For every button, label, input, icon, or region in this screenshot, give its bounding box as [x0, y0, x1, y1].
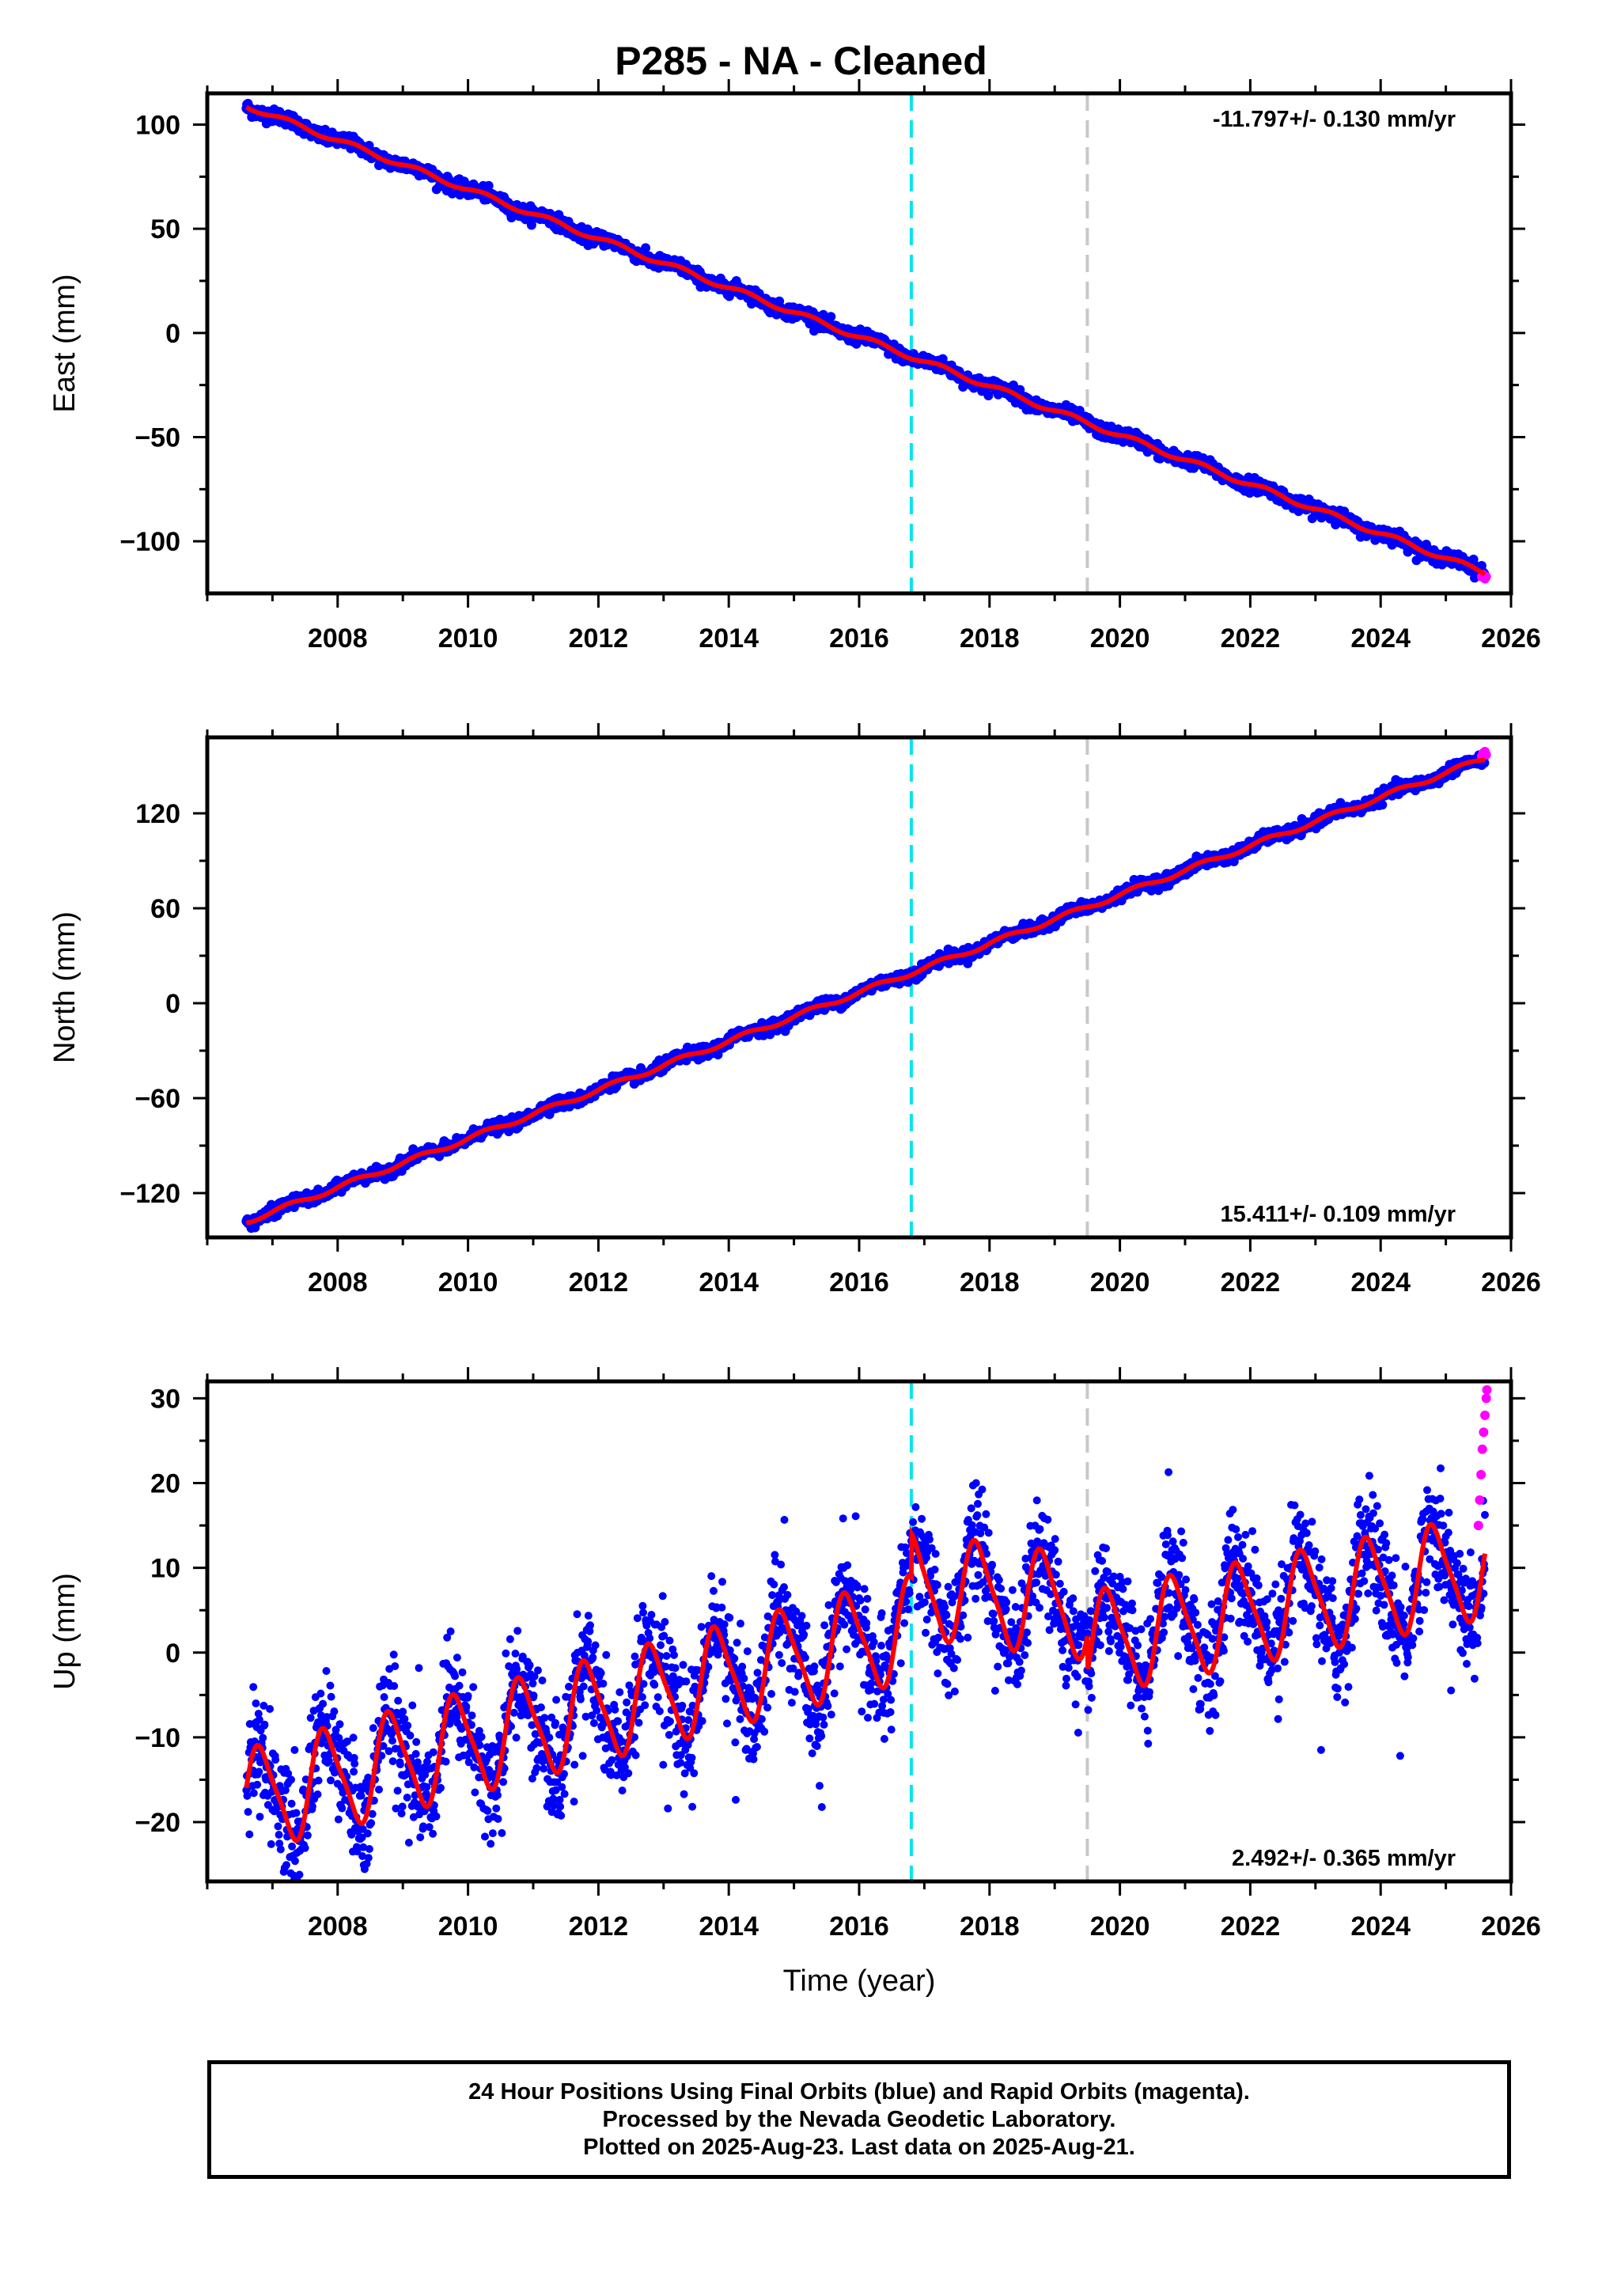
x-tick-label: 2016: [829, 623, 889, 654]
data-point: [350, 1767, 358, 1776]
rate-label: -11.797+/- 0.130 mm/yr: [1213, 107, 1456, 132]
data-point: [275, 1831, 283, 1839]
data-point: [288, 1842, 297, 1851]
data-point: [249, 1789, 258, 1798]
data-point: [274, 1822, 282, 1831]
data-point: [291, 1857, 299, 1866]
data-point: [308, 1802, 316, 1811]
data-point: [1377, 800, 1388, 810]
y-tick-label: −120: [119, 1179, 180, 1209]
x-tick-label: 2024: [1350, 1267, 1411, 1298]
x-tick-label: 2010: [438, 1267, 498, 1298]
data-point: [271, 1756, 280, 1764]
data-point: [319, 1699, 328, 1708]
data-point: [322, 1667, 331, 1675]
data-point: [306, 1714, 315, 1722]
chart-canvas: 2008 2010 2012 2014 2016 2018 2020 2022 2024 2026…: [48, 79, 1541, 1998]
x-tick-label: 2014: [699, 1267, 759, 1298]
data-point: [260, 1720, 269, 1729]
data-point: [826, 312, 836, 322]
data-point: [334, 1815, 343, 1824]
plot-area: [242, 1381, 1492, 1881]
data-point: [335, 1720, 344, 1729]
data-point: [327, 1776, 335, 1785]
data-point: [244, 1808, 252, 1817]
x-tick-label: 2014: [699, 623, 759, 654]
data-point: [983, 391, 994, 400]
x-tick-label: 2018: [960, 1267, 1020, 1298]
data-point: [316, 1689, 325, 1698]
panel-up: 2008 2010 2012 2014 2016 2018 2020 2022 2024 2026…: [48, 1367, 1541, 1998]
data-point: [290, 1745, 299, 1754]
data-point: [287, 1799, 296, 1808]
y-tick-label: −100: [119, 527, 180, 557]
data-point: [249, 1683, 258, 1692]
data-point: [267, 1839, 275, 1848]
x-tick-label: 2020: [1090, 1267, 1150, 1298]
data-point: [641, 243, 651, 253]
y-tick-label: −60: [134, 1084, 180, 1114]
final-orbit-points: [242, 1464, 1489, 1881]
data-point: [292, 1809, 301, 1817]
x-tick-label: 2022: [1221, 623, 1281, 654]
x-tick-label: 2026: [1481, 623, 1541, 654]
y-tick-label: −50: [134, 423, 180, 453]
data-point: [256, 1813, 264, 1821]
x-tick-label: 2012: [569, 623, 629, 654]
page-title: P285 - NA - Cleaned: [615, 39, 987, 83]
data-point: [287, 1775, 295, 1784]
y-tick-label: 120: [135, 799, 180, 829]
data-point: [350, 1760, 359, 1768]
y-axis-label: East (mm): [48, 274, 81, 412]
x-tick-label: 2012: [569, 1267, 629, 1298]
data-point: [282, 1861, 290, 1870]
y-axis-label: North (mm): [48, 911, 81, 1063]
y-tick-label: 100: [135, 111, 180, 141]
final-orbit-points: [241, 750, 1490, 1233]
data-point: [327, 1692, 335, 1701]
x-tick-label: 2026: [1481, 1267, 1541, 1298]
rate-label: 15.411+/- 0.109 mm/yr: [1221, 1202, 1456, 1227]
data-point: [314, 1776, 323, 1785]
data-point: [266, 1705, 275, 1713]
x-tick-label: 2020: [1090, 623, 1150, 654]
data-point: [295, 1870, 304, 1879]
data-point: [349, 1733, 358, 1742]
panel-north: 2008 2010 2012 2014 2016 2018 2020 2022 2024 2026…: [48, 723, 1541, 1298]
x-tick-label: 2010: [438, 623, 498, 654]
x-tick-label: 2024: [1350, 623, 1411, 654]
data-point: [338, 1804, 347, 1813]
data-point: [303, 1831, 312, 1839]
data-point: [330, 1707, 339, 1716]
data-point: [483, 180, 494, 191]
data-point: [276, 1845, 285, 1854]
x-tick-label: 2008: [308, 623, 368, 654]
y-tick-label: 0: [165, 319, 180, 349]
plot-area: [241, 737, 1491, 1237]
data-point: [313, 1790, 322, 1798]
data-point: [245, 1830, 254, 1839]
x-tick-label: 2008: [308, 1267, 368, 1298]
model-fit-line: [245, 104, 1486, 577]
y-tick-label: 0: [165, 989, 180, 1019]
data-point: [252, 1699, 260, 1707]
data-point: [253, 1780, 262, 1789]
data-point: [301, 1843, 309, 1852]
panel-east: 2008 2010 2012 2014 2016 2018 2020 2022 2024 2026…: [48, 79, 1541, 654]
x-tick-label: 2016: [829, 1267, 889, 1298]
x-tick-label: 2022: [1221, 1267, 1281, 1298]
x-tick-label: 2018: [960, 623, 1020, 654]
data-point: [255, 1767, 263, 1776]
y-tick-label: 60: [150, 894, 180, 924]
plot-area: [241, 93, 1491, 593]
data-point: [259, 1733, 267, 1742]
y-tick-label: 50: [150, 214, 180, 244]
data-point: [326, 1681, 335, 1690]
